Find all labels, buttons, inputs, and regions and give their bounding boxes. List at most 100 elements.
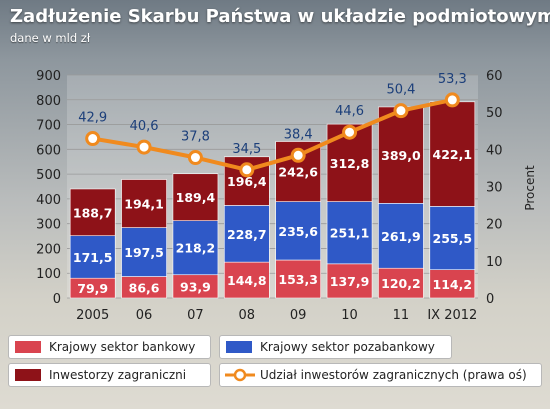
share-point xyxy=(187,150,203,166)
bar-nonbank xyxy=(326,201,373,265)
data-label: 171,5 xyxy=(73,250,113,265)
y-tick-label: 300 xyxy=(36,218,61,233)
share-line-path xyxy=(92,97,453,172)
bar-foreign xyxy=(172,173,219,221)
x-tick-label: 09 xyxy=(290,308,307,323)
data-label: 235,6 xyxy=(278,224,318,239)
y-tick-label: 400 xyxy=(36,193,61,208)
legend-item-nonbank: Krajowy sektor pozabankowy xyxy=(219,335,452,359)
data-label: 242,6 xyxy=(278,165,318,180)
y2-tick-label: 30 xyxy=(486,181,503,196)
x-tick-label: 06 xyxy=(136,308,153,323)
legend-label-bank: Krajowy sektor bankowy xyxy=(49,340,196,354)
legend-item-line: Udział inwestorów zagranicznych (prawa o… xyxy=(219,363,542,387)
y2-tick-label: 0 xyxy=(486,292,494,307)
bar-foreign xyxy=(121,179,167,228)
y2-tick-label: 10 xyxy=(486,255,503,270)
x-tick-label: 10 xyxy=(341,308,358,323)
bar-nonbank xyxy=(121,227,167,277)
legend-swatch-foreign xyxy=(15,369,41,381)
y2-tick-label: 50 xyxy=(486,106,503,121)
bar-nonbank xyxy=(275,201,321,261)
share-point xyxy=(444,92,460,108)
data-label: 189,4 xyxy=(176,190,216,205)
legend-item-bank: Krajowy sektor bankowy xyxy=(8,335,211,359)
share-point xyxy=(393,103,409,119)
data-label: 312,8 xyxy=(330,156,370,171)
data-label: 137,9 xyxy=(330,274,370,289)
y-tick-label: 100 xyxy=(36,267,61,282)
legend-swatch-bank xyxy=(15,341,41,353)
x-tick-label: IX 2012 xyxy=(427,308,477,323)
bar-foreign xyxy=(378,106,424,204)
x-tick-label: 08 xyxy=(239,308,256,323)
legend-label-nonbank: Krajowy sektor pozabankowy xyxy=(260,340,435,354)
y-tick-label: 0 xyxy=(53,292,61,307)
bar-foreign xyxy=(429,101,476,207)
data-label: 389,0 xyxy=(381,148,421,163)
data-label: 114,2 xyxy=(433,277,473,292)
share-label: 42,9 xyxy=(78,111,107,126)
share-label: 34,5 xyxy=(232,142,261,157)
bar-nonbank xyxy=(378,203,424,269)
legend-swatch-line xyxy=(225,368,255,382)
bar-nonbank xyxy=(172,220,219,276)
share-label: 37,8 xyxy=(181,130,210,145)
y2-tick-label: 20 xyxy=(486,218,503,233)
share-point xyxy=(85,131,101,147)
data-label: 197,5 xyxy=(124,245,164,260)
y2-tick-label: 60 xyxy=(486,69,503,84)
legend: Krajowy sektor bankowy Krajowy sektor po… xyxy=(8,335,542,391)
bar-foreign xyxy=(69,188,116,237)
axes: 0 100 200 300 400 500 600 700 800 900 0 10 20 30 40 50 6… xyxy=(36,69,502,323)
data-label: 218,2 xyxy=(176,241,216,256)
y-tick-label: 800 xyxy=(36,94,61,109)
bar-bank xyxy=(275,259,321,299)
share-point xyxy=(136,139,152,155)
share-label: 40,6 xyxy=(130,119,159,134)
legend-item-foreign: Inwestorzy zagraniczni xyxy=(8,363,211,387)
bar-bank xyxy=(378,267,424,299)
share-point xyxy=(290,147,306,163)
y-tick-label: 500 xyxy=(36,168,61,183)
bar-nonbank xyxy=(224,205,270,263)
bar-bank xyxy=(326,263,373,299)
legend-label-line: Udział inwestorów zagranicznych (prawa o… xyxy=(260,368,527,382)
x-tick-label: 2005 xyxy=(76,308,109,323)
y-tick-label: 700 xyxy=(36,119,61,134)
share-label: 38,4 xyxy=(284,127,313,142)
share-line: 42,9 40,6 37,8 34,5 38,4 44,6 50,4 53,3 xyxy=(78,72,467,178)
chart-subtitle: dane w mld zł xyxy=(10,31,91,45)
legend-swatch-nonbank xyxy=(226,341,252,353)
data-label: 228,7 xyxy=(227,227,267,242)
data-label: 251,1 xyxy=(330,226,370,241)
legend-label-foreign: Inwestorzy zagraniczni xyxy=(49,368,187,382)
data-label: 196,4 xyxy=(227,174,267,189)
data-label: 86,6 xyxy=(129,280,160,295)
data-label: 255,5 xyxy=(433,231,473,246)
chart-title: Zadłużenie Skarbu Państwa w układzie pod… xyxy=(10,6,550,27)
share-label: 53,3 xyxy=(438,72,467,87)
y-tick-label: 600 xyxy=(36,143,61,158)
data-label: 422,1 xyxy=(433,147,473,162)
bar-nonbank xyxy=(429,206,476,271)
bar-nonbank xyxy=(69,235,116,279)
y-tick-label: 900 xyxy=(36,69,61,84)
x-tick-label: 07 xyxy=(187,308,204,323)
data-label: 120,2 xyxy=(381,276,421,291)
right-axis-label: Procent xyxy=(523,165,537,211)
data-label: 188,7 xyxy=(73,205,113,220)
y2-tick-label: 40 xyxy=(486,143,503,158)
data-label: 194,1 xyxy=(124,197,164,212)
share-label: 44,6 xyxy=(335,104,364,119)
share-point xyxy=(342,124,358,140)
y-tick-label: 200 xyxy=(36,242,61,257)
share-point xyxy=(239,162,255,178)
x-tick-label: 11 xyxy=(393,308,410,323)
share-label: 50,4 xyxy=(386,83,415,98)
data-label: 93,9 xyxy=(180,279,211,294)
data-label: 79,9 xyxy=(77,281,108,296)
data-label: 144,8 xyxy=(227,273,267,288)
data-label: 153,3 xyxy=(278,272,318,287)
